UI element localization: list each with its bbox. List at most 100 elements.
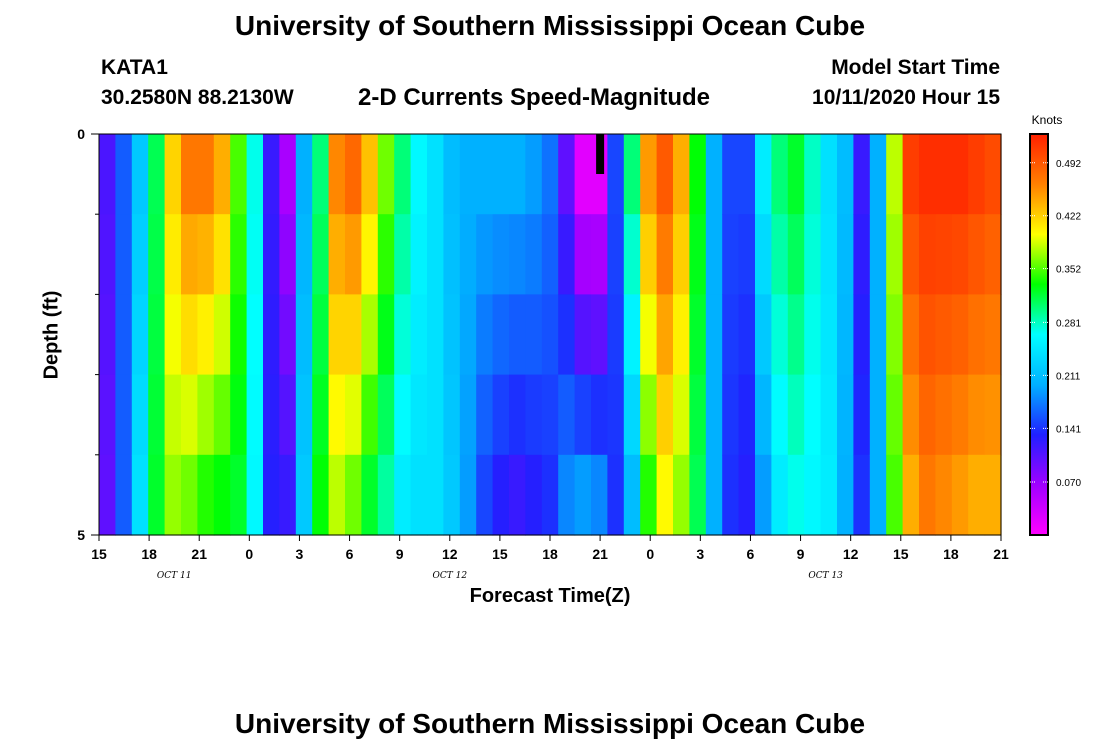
heat-cell [722,374,740,456]
heat-cell [656,374,674,456]
heat-cell [427,134,444,215]
heat-cell [148,294,166,376]
heat-cell [427,214,444,295]
heat-cell [755,454,772,536]
heat-cell [410,374,428,456]
heat-cell [197,294,215,376]
heat-cell [902,134,920,215]
heat-cell [820,294,838,376]
heat-cell [722,294,740,376]
heat-cell [164,454,182,536]
heat-cell [869,214,887,295]
heat-cell [804,374,822,456]
heat-cell [853,214,871,295]
heat-cell [738,214,756,295]
heat-cell [459,374,477,456]
heat-cell [607,294,625,376]
heat-cell [640,134,658,215]
heat-cell [148,454,166,536]
heat-cell [705,134,723,215]
heat-cell [886,214,904,295]
heat-cell [99,134,116,215]
heat-cell [804,294,822,376]
heat-cell [853,294,871,376]
heat-cell [213,374,231,456]
heat-cell [263,294,280,376]
x-tick-label: 9 [396,546,404,562]
station-id: KATA1 [101,56,168,79]
heat-cell [869,294,887,376]
heat-cell [984,454,1002,536]
heat-cell [164,134,182,215]
heat-cell [902,374,920,456]
heat-cell [148,374,166,456]
heat-cell [755,214,772,295]
x-axis-label: Forecast Time(Z) [469,585,631,607]
heat-cell [673,374,690,456]
heat-cell [361,214,379,295]
heat-cell [951,134,969,215]
heat-cell [295,294,313,376]
heat-cell [984,374,1002,456]
heat-cell [574,374,592,456]
heat-cell [541,374,559,456]
heat-cell [804,134,822,215]
heat-cell [705,454,723,536]
heat-cell [951,374,969,456]
heat-cell [689,454,707,536]
heat-cell [345,294,362,376]
heat-cell [771,214,789,295]
heat-cell [115,374,133,456]
heat-cell [705,374,723,456]
heat-cell [525,454,543,536]
heat-cell [279,374,297,456]
heat-cell [246,214,264,295]
y-tick-label-bottom: 5 [77,527,85,543]
heat-cell [771,454,789,536]
x-tick-label: 3 [296,546,304,562]
heat-cell [131,454,149,536]
heat-cell [673,454,690,536]
heat-cell [525,294,543,376]
heat-cell [443,374,461,456]
heat-cell [213,454,231,536]
heat-cell [919,294,936,376]
heat-cell [377,454,395,536]
heat-cell [230,134,248,215]
heat-cell [459,214,477,295]
heat-cell [541,214,559,295]
heat-cell [968,454,986,536]
heat-cell [591,374,608,456]
heat-cell [853,374,871,456]
heat-cell [394,294,412,376]
heat-cell [328,134,346,215]
heat-cell [673,214,690,295]
heat-cell [377,214,395,295]
heat-cell [623,214,641,295]
heat-cell [722,134,740,215]
x-tick-label: 0 [245,546,253,562]
heat-cell [115,454,133,536]
heat-cell [755,294,772,376]
x-tick-label: 15 [893,546,909,562]
heat-cell [525,214,543,295]
heat-cell [509,134,526,215]
y-axis: 0 5 [77,126,99,543]
heat-cell [427,374,444,456]
heat-cell [197,134,215,215]
heat-cell [804,214,822,295]
heat-cell [99,294,116,376]
colorbar-tick-label: 0.281 [1056,318,1081,329]
heat-cell [525,374,543,456]
heat-cell [410,454,428,536]
heat-cell [738,374,756,456]
heat-cell [345,214,362,295]
heat-cell [246,134,264,215]
colorbar-tick-label: 0.352 [1056,265,1081,276]
x-tick-label: 6 [747,546,755,562]
heat-cell [984,134,1002,215]
heat-cell [181,134,198,215]
x-tick-label: 12 [442,546,458,562]
heat-cell [968,214,986,295]
